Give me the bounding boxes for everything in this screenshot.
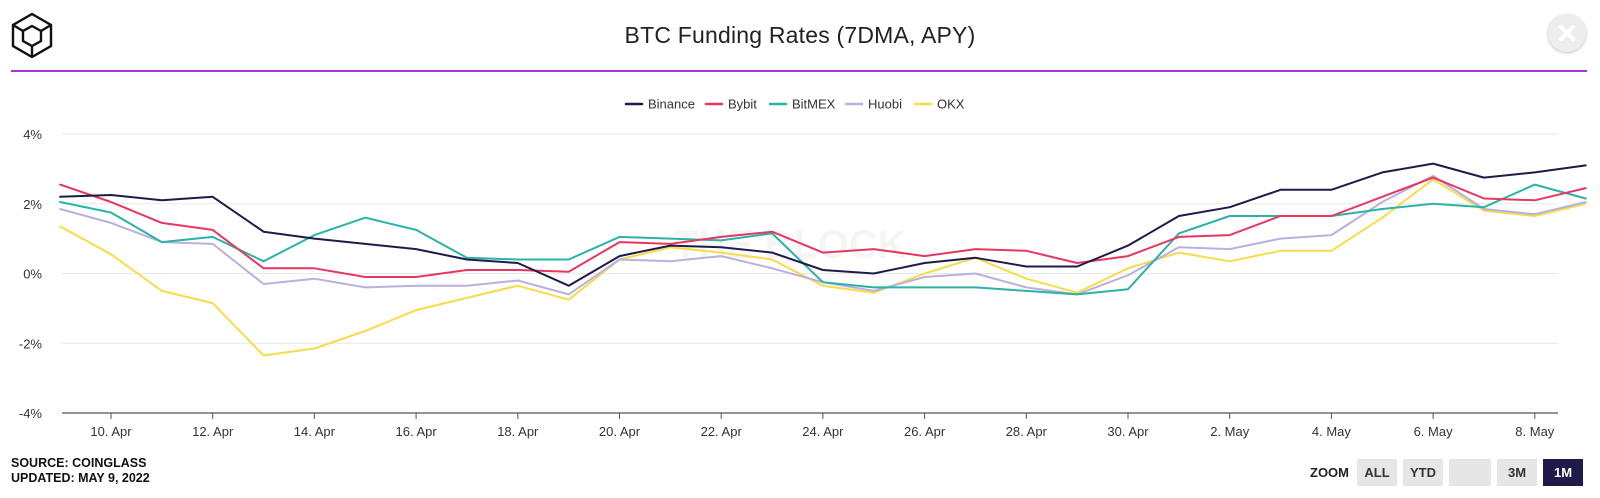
series-line-okx bbox=[59, 178, 1587, 357]
zoom-blank-button[interactable] bbox=[1449, 459, 1491, 486]
zoom-label: ZOOM bbox=[1310, 465, 1349, 480]
x-tick-label: 26. Apr bbox=[904, 424, 946, 439]
watermark: THE BLOCK bbox=[673, 223, 906, 267]
the-block-logo-icon bbox=[11, 12, 53, 58]
x-tick-label: 14. Apr bbox=[294, 424, 336, 439]
x-tick-label: 28. Apr bbox=[1006, 424, 1048, 439]
source-note: SOURCE: COINGLASS UPDATED: MAY 9, 2022 bbox=[11, 456, 150, 486]
x-tick-label: 4. May bbox=[1312, 424, 1352, 439]
legend-item-huobi: Huobi bbox=[868, 97, 902, 112]
zoom-controls: ZOOM ALL YTD 3M 1M bbox=[1310, 459, 1583, 486]
x-tick-label: 24. Apr bbox=[802, 424, 844, 439]
series-line-bybit bbox=[59, 176, 1587, 278]
header-divider bbox=[11, 70, 1587, 72]
x-tick-label: 2. May bbox=[1210, 424, 1250, 439]
legend-item-binance: Binance bbox=[648, 97, 695, 112]
series-line-binance bbox=[59, 162, 1587, 287]
x-tick-label: 10. Apr bbox=[90, 424, 132, 439]
y-tick-label: -4% bbox=[19, 406, 43, 421]
x-tick-label: 6. May bbox=[1414, 424, 1454, 439]
zoom-all-button[interactable]: ALL bbox=[1357, 459, 1397, 486]
x-tick-label: 8. May bbox=[1515, 424, 1555, 439]
legend-item-okx: OKX bbox=[937, 97, 965, 112]
zoom-3m-button[interactable]: 3M bbox=[1497, 459, 1537, 486]
close-icon bbox=[1559, 25, 1575, 41]
updated-text: UPDATED: MAY 9, 2022 bbox=[11, 471, 150, 485]
source-text: SOURCE: COINGLASS bbox=[11, 456, 147, 470]
x-tick-label: 22. Apr bbox=[701, 424, 743, 439]
y-tick-label: 2% bbox=[23, 197, 42, 212]
page-title: BTC Funding Rates (7DMA, APY) bbox=[624, 22, 976, 48]
zoom-ytd-button[interactable]: YTD bbox=[1403, 459, 1443, 486]
close-button[interactable] bbox=[1548, 14, 1586, 52]
zoom-1m-button[interactable]: 1M bbox=[1543, 459, 1583, 486]
x-tick-label: 20. Apr bbox=[599, 424, 641, 439]
x-tick-label: 12. Apr bbox=[192, 424, 234, 439]
y-tick-label: 4% bbox=[23, 127, 42, 142]
x-tick-label: 16. Apr bbox=[395, 424, 437, 439]
y-tick-label: 0% bbox=[23, 267, 42, 282]
y-tick-label: -2% bbox=[19, 336, 43, 351]
funding-rate-chart: THE BLOCK 4% 2% 0% -2% -4% 10. Apr 12. Apr 14.… bbox=[19, 97, 1587, 439]
legend-item-bybit: Bybit bbox=[728, 97, 757, 112]
x-tick-label: 30. Apr bbox=[1107, 424, 1149, 439]
x-tick-label: 18. Apr bbox=[497, 424, 539, 439]
legend-item-bitmex: BitMEX bbox=[792, 97, 836, 112]
